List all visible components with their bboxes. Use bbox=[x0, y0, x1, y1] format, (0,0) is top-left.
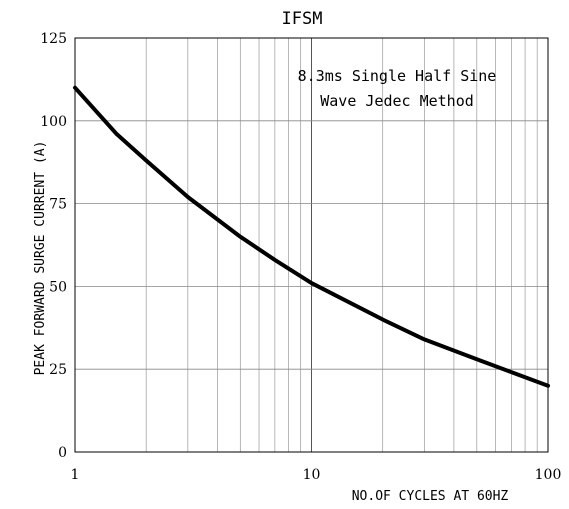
series-layer bbox=[73, 85, 550, 388]
data-point bbox=[546, 384, 550, 388]
x-tick-label: 100 bbox=[535, 467, 562, 483]
annotation-line-2: Wave Jedec Method bbox=[320, 92, 474, 110]
data-point bbox=[422, 337, 426, 341]
y-axis-label: PEAK FORWARD SURGE CURRENT (A) bbox=[33, 141, 48, 376]
data-point bbox=[115, 132, 119, 136]
data-point bbox=[310, 281, 313, 285]
annotation-line-1: 8.3ms Single Half Sine bbox=[298, 67, 497, 85]
data-point bbox=[73, 86, 77, 90]
chart-title: IFSM bbox=[282, 9, 323, 29]
y-tick-label: 0 bbox=[58, 445, 67, 461]
data-point bbox=[475, 357, 479, 361]
data-point bbox=[273, 258, 277, 262]
grid-lines bbox=[75, 38, 548, 452]
y-tick-labels: 0 25 50 75 100 125 bbox=[40, 31, 67, 461]
x-tick-label: 10 bbox=[303, 467, 321, 483]
y-tick-label: 100 bbox=[40, 114, 67, 130]
data-point bbox=[186, 195, 190, 199]
data-point bbox=[381, 318, 385, 322]
x-axis-label: NO.OF CYCLES AT 60HZ bbox=[352, 489, 509, 504]
x-tick-label: 1 bbox=[71, 467, 80, 483]
y-tick-label: 75 bbox=[49, 197, 67, 213]
plot-frame bbox=[74, 37, 549, 453]
y-tick-label: 125 bbox=[40, 31, 67, 47]
y-tick-label: 25 bbox=[49, 362, 67, 378]
data-point bbox=[144, 159, 148, 163]
data-point bbox=[238, 235, 242, 239]
x-tick-labels: 1 10 100 bbox=[71, 467, 562, 483]
y-tick-label: 50 bbox=[49, 279, 67, 295]
